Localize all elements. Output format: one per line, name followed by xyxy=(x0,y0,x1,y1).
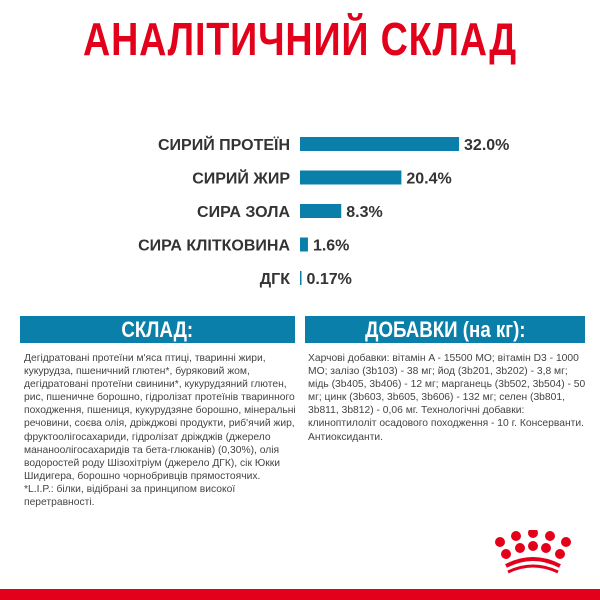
additives-header: ДОБАВКИ (на кг): xyxy=(305,316,585,343)
additives-header-text: ДОБАВКИ (на кг): xyxy=(364,317,526,342)
category-label: СИРА ЗОЛА xyxy=(197,204,290,221)
additives-text: Харчові добавки: вітамін A - 15500 МО; в… xyxy=(308,353,586,443)
data-label: 8.3% xyxy=(346,204,382,221)
composition-header-text: СКЛАД: xyxy=(121,317,194,342)
royal-canin-crown-logo xyxy=(495,530,571,574)
bottom-brand-bar xyxy=(0,589,600,600)
data-label: 32.0% xyxy=(464,137,509,154)
bar xyxy=(300,271,302,285)
bar xyxy=(300,137,460,151)
category-label: СИРА КЛІТКОВИНА xyxy=(138,238,290,255)
composition-body: Дегідратовані протеїни м'яса птиці, твар… xyxy=(24,352,296,509)
category-label: ДГК xyxy=(260,271,290,288)
bar xyxy=(300,170,402,185)
page-title: АНАЛІТИЧНИЙ СКЛАД xyxy=(83,13,517,65)
bar xyxy=(300,237,308,252)
category-label: СИРИЙ ЖИР xyxy=(192,169,290,188)
composition-header: СКЛАД: xyxy=(20,316,295,343)
bar xyxy=(300,204,342,218)
data-label: 0.17% xyxy=(307,271,352,288)
data-label: 1.6% xyxy=(313,238,349,255)
analysis-bar-chart: СИРИЙ ПРОТЕЇН 32.0% СИРИЙ ЖИР 20.4% СИРА ЗОЛ… xyxy=(138,135,509,288)
category-label: СИРИЙ ПРОТЕЇН xyxy=(158,135,290,154)
data-label: 20.4% xyxy=(406,171,451,188)
composition-text: Дегідратовані протеїни м'яса птиці, твар… xyxy=(24,353,296,482)
composition-note: *L.I.P.: білки, відібрані за принципом в… xyxy=(24,483,236,509)
